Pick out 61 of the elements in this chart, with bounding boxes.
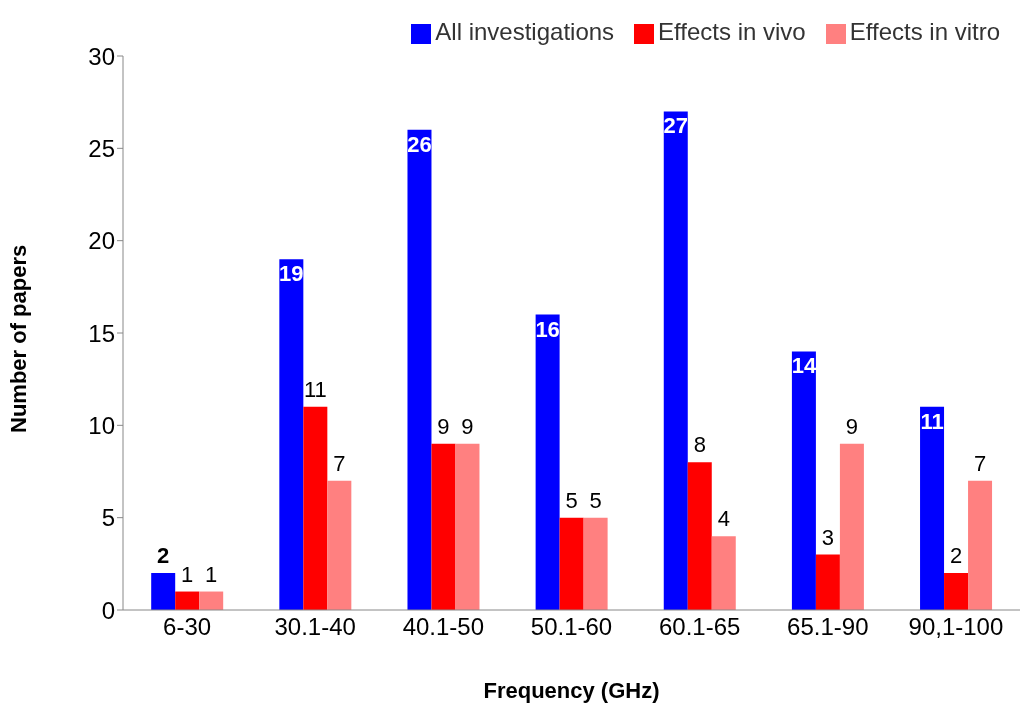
bar [431, 443, 456, 610]
data-label: 19 [279, 261, 304, 287]
y-tick-label: 15 [88, 319, 115, 347]
legend-label: Effects in vivo [658, 18, 806, 45]
bar [559, 517, 584, 610]
y-tick-label: 30 [88, 42, 115, 70]
x-tick-label: 90,1-100 [908, 613, 1004, 641]
data-label: 11 [920, 408, 944, 434]
data-label: 9 [437, 413, 450, 439]
data-label: 27 [663, 113, 689, 139]
bar [407, 129, 432, 610]
data-label: 2 [157, 543, 170, 569]
data-label: 2 [949, 543, 963, 569]
bar [583, 517, 608, 610]
bar [815, 554, 840, 610]
y-tick-label: 20 [88, 227, 115, 255]
bar [687, 462, 712, 610]
bar [791, 351, 816, 610]
data-label: 4 [717, 506, 730, 532]
data-label: 1 [181, 561, 194, 587]
data-label: 3 [821, 524, 835, 550]
data-label: 5 [565, 487, 578, 513]
x-tick-label: 40.1-50 [402, 613, 485, 641]
data-label: 11 [303, 376, 327, 402]
y-tick-label: 5 [101, 504, 115, 532]
bar [839, 443, 864, 610]
x-tick-label: 50.1-60 [530, 613, 613, 641]
bar [663, 111, 688, 610]
y-tick-label: 0 [101, 596, 115, 624]
bar [327, 480, 352, 610]
bar [175, 591, 200, 610]
y-tick-label: 10 [88, 411, 115, 439]
bar [944, 573, 969, 610]
bar [279, 259, 304, 610]
data-label: 7 [973, 450, 987, 476]
bar [455, 443, 480, 610]
data-label: 5 [589, 487, 602, 513]
bar [535, 314, 560, 610]
data-label: 14 [791, 353, 817, 379]
bar [151, 573, 176, 610]
bar [711, 536, 736, 610]
data-label: 8 [693, 432, 706, 458]
data-label: 16 [535, 316, 560, 342]
x-tick-label: 60.1-65 [658, 613, 741, 641]
y-tick-label: 25 [88, 134, 115, 162]
bar [303, 406, 328, 610]
x-tick-label: 65.1-90 [787, 613, 869, 641]
data-label: 9 [845, 413, 859, 439]
bar [968, 480, 993, 610]
data-label: 1 [205, 561, 218, 587]
data-label: 7 [333, 450, 346, 476]
bar [199, 591, 224, 610]
legend-label: All investigations [435, 18, 615, 45]
bar [920, 406, 945, 610]
x-axis-title: Frequency (GHz) [483, 678, 660, 703]
x-tick-label: 30.1-40 [274, 613, 356, 641]
data-label: 26 [407, 131, 432, 157]
data-label: 9 [461, 413, 474, 439]
legend-label: Effects in vitro [849, 18, 1000, 45]
y-axis-title: Number of papers [5, 244, 31, 433]
x-tick-label: 6-30 [163, 613, 212, 641]
